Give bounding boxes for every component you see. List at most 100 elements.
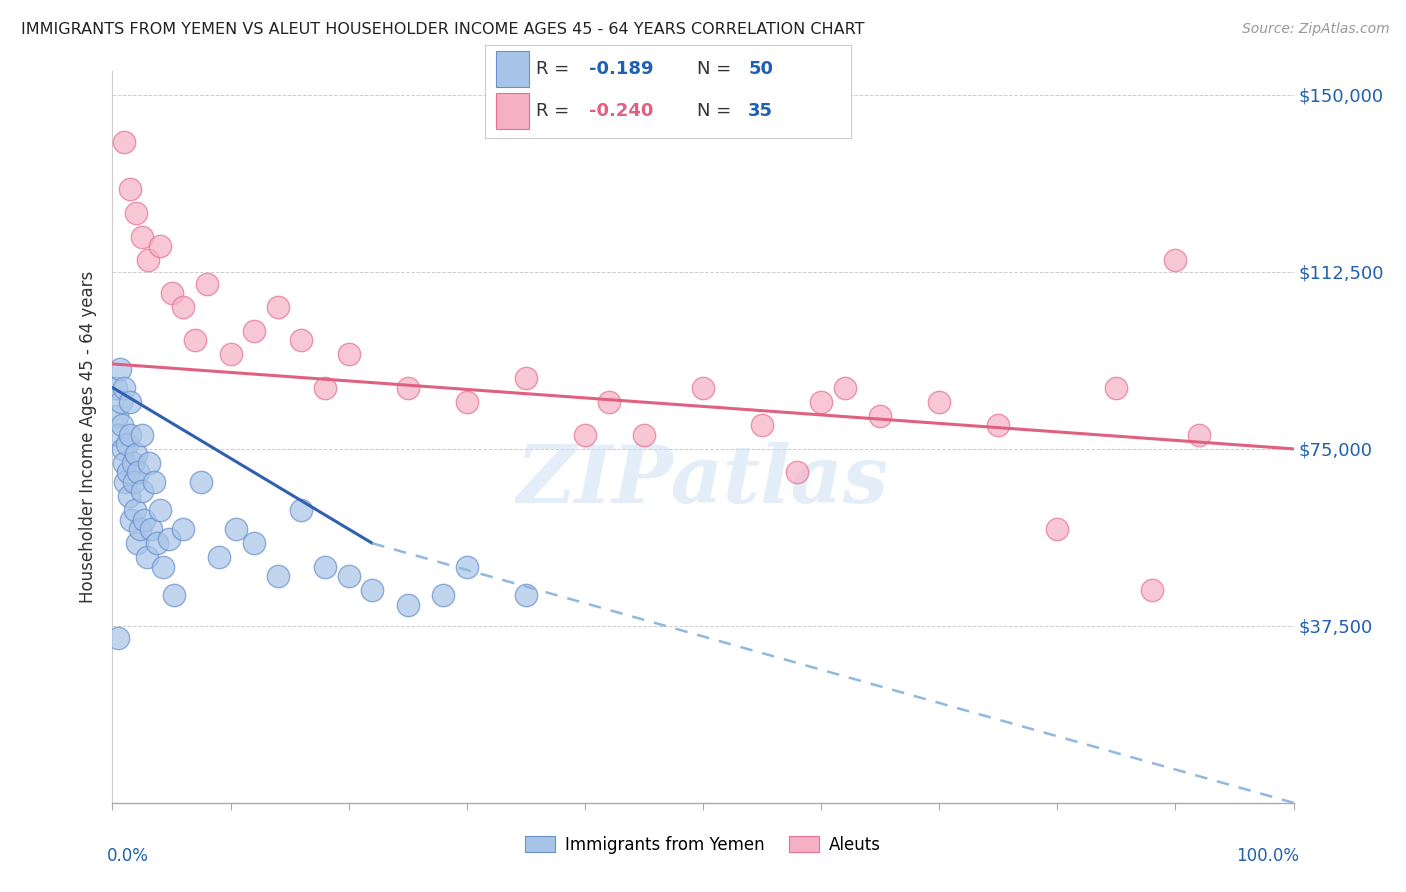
Point [190, 475, 212, 489]
Point [120, 182, 142, 196]
Text: -0.189: -0.189 [589, 60, 654, 78]
Text: N =: N = [697, 102, 737, 120]
Point [267, 569, 290, 583]
Point [121, 456, 143, 470]
Point [456, 559, 478, 574]
Point [125, 447, 148, 461]
Bar [496, 51, 529, 87]
Point [117, 466, 139, 480]
Point [314, 380, 336, 394]
Point [184, 334, 207, 348]
Point [598, 394, 620, 409]
Point [136, 253, 159, 268]
Text: R =: R = [536, 102, 575, 120]
Point [1046, 522, 1069, 536]
Point [432, 588, 454, 602]
Point [114, 475, 136, 489]
Point [152, 559, 174, 574]
Point [987, 418, 1010, 433]
Point [127, 466, 149, 480]
Point [125, 206, 148, 220]
Point [290, 503, 312, 517]
Point [112, 380, 135, 394]
Point [107, 427, 129, 442]
Point [111, 418, 134, 433]
Point [135, 550, 157, 565]
Point [396, 598, 419, 612]
Point [361, 583, 384, 598]
Point [172, 301, 194, 315]
Point [131, 229, 153, 244]
Legend: Immigrants from Yemen, Aleuts: Immigrants from Yemen, Aleuts [517, 829, 889, 860]
Point [142, 475, 165, 489]
Point [131, 427, 153, 442]
Point [928, 394, 950, 409]
Point [172, 522, 194, 536]
Point [110, 394, 132, 409]
Point [396, 380, 419, 394]
Text: ZIPatlas: ZIPatlas [517, 442, 889, 520]
Y-axis label: Householder Income Ages 45 - 64 years: Householder Income Ages 45 - 64 years [79, 271, 97, 603]
Point [112, 135, 135, 149]
Point [112, 456, 135, 470]
Point [869, 409, 891, 423]
Point [120, 394, 142, 409]
Point [633, 427, 655, 442]
Point [149, 503, 172, 517]
Point [105, 409, 128, 423]
Point [131, 484, 153, 499]
Point [456, 394, 478, 409]
Point [134, 513, 156, 527]
Point [1105, 380, 1128, 394]
Point [157, 532, 180, 546]
Text: Source: ZipAtlas.com: Source: ZipAtlas.com [1241, 22, 1389, 37]
Point [834, 380, 856, 394]
Point [1188, 427, 1211, 442]
Point [107, 631, 129, 645]
Point [115, 437, 138, 451]
Point [195, 277, 218, 291]
Point [160, 286, 183, 301]
Text: R =: R = [536, 60, 575, 78]
Point [290, 334, 312, 348]
Point [112, 442, 135, 456]
Point [149, 239, 172, 253]
Text: -0.240: -0.240 [589, 102, 654, 120]
Point [120, 427, 142, 442]
Point [1140, 583, 1163, 598]
Point [163, 588, 186, 602]
Point [208, 550, 231, 565]
Point [122, 475, 145, 489]
Point [108, 361, 131, 376]
Point [128, 522, 150, 536]
Text: 100.0%: 100.0% [1236, 847, 1299, 864]
Point [127, 536, 149, 550]
Point [337, 569, 360, 583]
Point [138, 456, 160, 470]
Point [146, 536, 169, 550]
Point [219, 347, 242, 361]
Point [751, 418, 773, 433]
Bar [496, 94, 529, 129]
Text: 50: 50 [748, 60, 773, 78]
Text: 0.0%: 0.0% [107, 847, 149, 864]
Point [337, 347, 360, 361]
Point [267, 301, 290, 315]
Point [574, 427, 596, 442]
Text: N =: N = [697, 60, 737, 78]
Point [515, 371, 537, 385]
Point [243, 536, 266, 550]
Point [243, 324, 266, 338]
Point [118, 489, 141, 503]
Point [810, 394, 832, 409]
Point [120, 513, 142, 527]
Point [141, 522, 163, 536]
Point [124, 503, 146, 517]
Text: 35: 35 [748, 102, 773, 120]
Point [1164, 253, 1187, 268]
Point [692, 380, 714, 394]
Point [515, 588, 537, 602]
Point [314, 559, 336, 574]
Point [225, 522, 247, 536]
Point [105, 380, 128, 394]
